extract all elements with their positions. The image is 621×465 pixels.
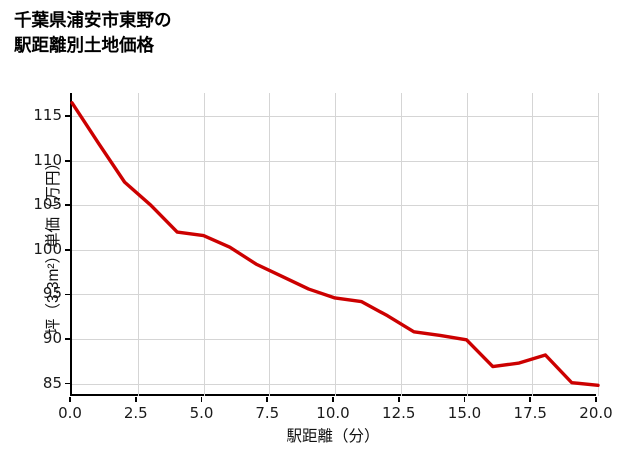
x-axis-tick-label: 10.0 (316, 404, 350, 422)
series-line-chart (70, 101, 600, 388)
gridline-vertical (532, 93, 534, 396)
y-axis-tick-mark (65, 382, 70, 385)
gridline-vertical (335, 93, 336, 396)
x-axis-tick-mark (266, 397, 269, 402)
x-axis-tick-label: 20.0 (579, 404, 613, 422)
x-axis-tick-mark (69, 397, 71, 402)
y-axis-tick-mark (65, 204, 70, 207)
x-axis-tick-label: 15.0 (447, 404, 482, 422)
x-axis-tick-label: 17.5 (513, 404, 547, 422)
gridline-vertical (400, 93, 402, 396)
gridline-vertical (203, 93, 205, 396)
x-axis-tick-mark (332, 397, 334, 402)
y-axis-tick-label: 100 (33, 239, 62, 258)
page-title: 千葉県浦安市東野の 駅距離別土地価格 (14, 10, 172, 56)
y-axis-tick-mark (65, 159, 70, 162)
y-axis-tick-label: 85 (42, 373, 62, 392)
y-axis-tick-label: 115 (33, 106, 62, 125)
x-axis-tick-labels: 0.0 2.5 5.0 7.5 10.0 12.5 15.0 17.5 20.0 (58, 397, 613, 427)
x-axis-tick-label: 2.5 (123, 404, 148, 422)
gridline-vertical (466, 93, 468, 396)
x-axis-tick-mark (463, 397, 466, 402)
x-axis-tick-label: 0.0 (58, 404, 82, 422)
x-axis-tick-mark (397, 397, 400, 402)
x-axis-title: 駅距離（分） (286, 428, 380, 445)
x-axis-tick-label: 12.5 (382, 404, 416, 422)
y-axis-tick-mark (65, 338, 70, 340)
y-axis-tick-mark (65, 115, 70, 117)
x-axis-tick-label: 5.0 (189, 404, 214, 422)
gridline-vertical (598, 93, 599, 396)
x-axis-tick-label: 7.5 (255, 404, 280, 422)
plot-inner (70, 93, 600, 396)
x-axis-tick-mark (134, 397, 137, 402)
y-axis-tick-label: 90 (42, 328, 62, 347)
x-axis-tick-mark (529, 397, 532, 402)
x-axis-tick-mark (595, 397, 597, 402)
plot-area (70, 93, 600, 396)
y-axis-tick-label: 95 (42, 284, 62, 303)
x-axis-tick-mark (200, 397, 203, 402)
y-axis-tick-labels: 85 90 95 100 105 110 115 (0, 93, 70, 396)
gridline-vertical (137, 93, 139, 396)
y-axis-tick-label: 105 (33, 195, 62, 214)
y-axis-tick-label: 110 (33, 150, 62, 169)
y-axis-tick-mark (65, 249, 70, 251)
y-axis-tick-mark (65, 293, 70, 296)
series-line-path (70, 101, 600, 388)
gridline-vertical (269, 93, 271, 396)
